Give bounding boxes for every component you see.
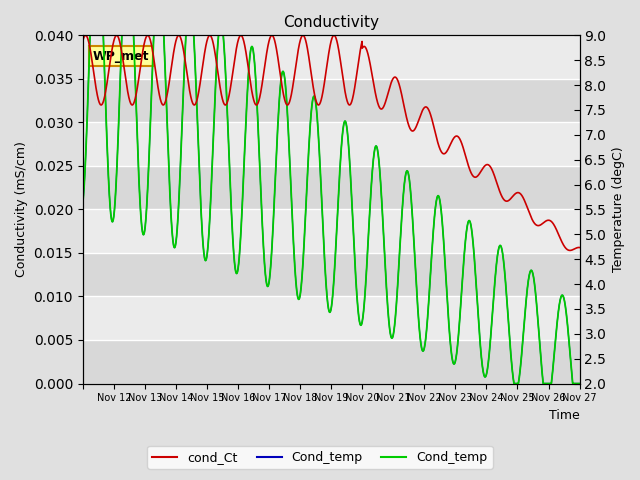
cond_Ct bbox=[79, 38, 86, 44]
Line: Cond_temp_blue: Cond_temp_blue bbox=[83, 11, 580, 384]
Y-axis label: Temperature (degC): Temperature (degC) bbox=[612, 146, 625, 272]
Text: WP_met: WP_met bbox=[93, 50, 149, 63]
Cond_temp bbox=[136, 192, 143, 197]
Title: Conductivity: Conductivity bbox=[283, 15, 379, 30]
Line: cond_Ct: cond_Ct bbox=[83, 36, 580, 251]
Cond_temp_blue bbox=[269, 216, 277, 222]
Cond_temp bbox=[566, 352, 574, 358]
cond_Ct bbox=[269, 34, 277, 40]
Cond_temp bbox=[269, 216, 277, 222]
Cond_temp_blue bbox=[513, 381, 520, 386]
Cond_temp_blue bbox=[566, 352, 574, 358]
cond_Ct bbox=[291, 69, 299, 74]
cond_Ct bbox=[513, 190, 520, 196]
Legend: cond_Ct, Cond_temp, Cond_temp: cond_Ct, Cond_temp, Cond_temp bbox=[147, 446, 493, 469]
Cond_temp bbox=[79, 200, 86, 205]
Bar bbox=[83, 122, 580, 166]
Bar bbox=[83, 166, 580, 209]
cond_Ct bbox=[82, 33, 90, 38]
Cond_temp_blue bbox=[87, 8, 95, 13]
Bar bbox=[83, 209, 580, 253]
cond_Ct bbox=[566, 248, 574, 253]
Bar bbox=[83, 253, 580, 297]
cond_Ct bbox=[566, 248, 574, 253]
cond_Ct bbox=[165, 80, 173, 86]
Cond_temp_blue bbox=[79, 200, 86, 205]
Cond_temp bbox=[513, 381, 520, 386]
Cond_temp bbox=[87, 8, 95, 13]
Cond_temp bbox=[510, 381, 518, 386]
Y-axis label: Conductivity (mS/cm): Conductivity (mS/cm) bbox=[15, 142, 28, 277]
Cond_temp_blue bbox=[165, 172, 173, 178]
Bar bbox=[83, 297, 580, 340]
Line: Cond_temp: Cond_temp bbox=[83, 11, 580, 384]
Cond_temp_blue bbox=[136, 192, 143, 197]
Cond_temp_blue bbox=[510, 381, 518, 386]
Bar bbox=[83, 340, 580, 384]
Cond_temp bbox=[165, 172, 173, 178]
Cond_temp bbox=[576, 381, 584, 386]
Bar bbox=[83, 79, 580, 122]
Cond_temp bbox=[291, 266, 299, 272]
Cond_temp_blue bbox=[291, 266, 299, 272]
Bar bbox=[83, 36, 580, 79]
Cond_temp_blue bbox=[576, 381, 584, 386]
cond_Ct bbox=[576, 245, 584, 251]
cond_Ct bbox=[136, 70, 143, 75]
X-axis label: Time: Time bbox=[549, 409, 580, 422]
